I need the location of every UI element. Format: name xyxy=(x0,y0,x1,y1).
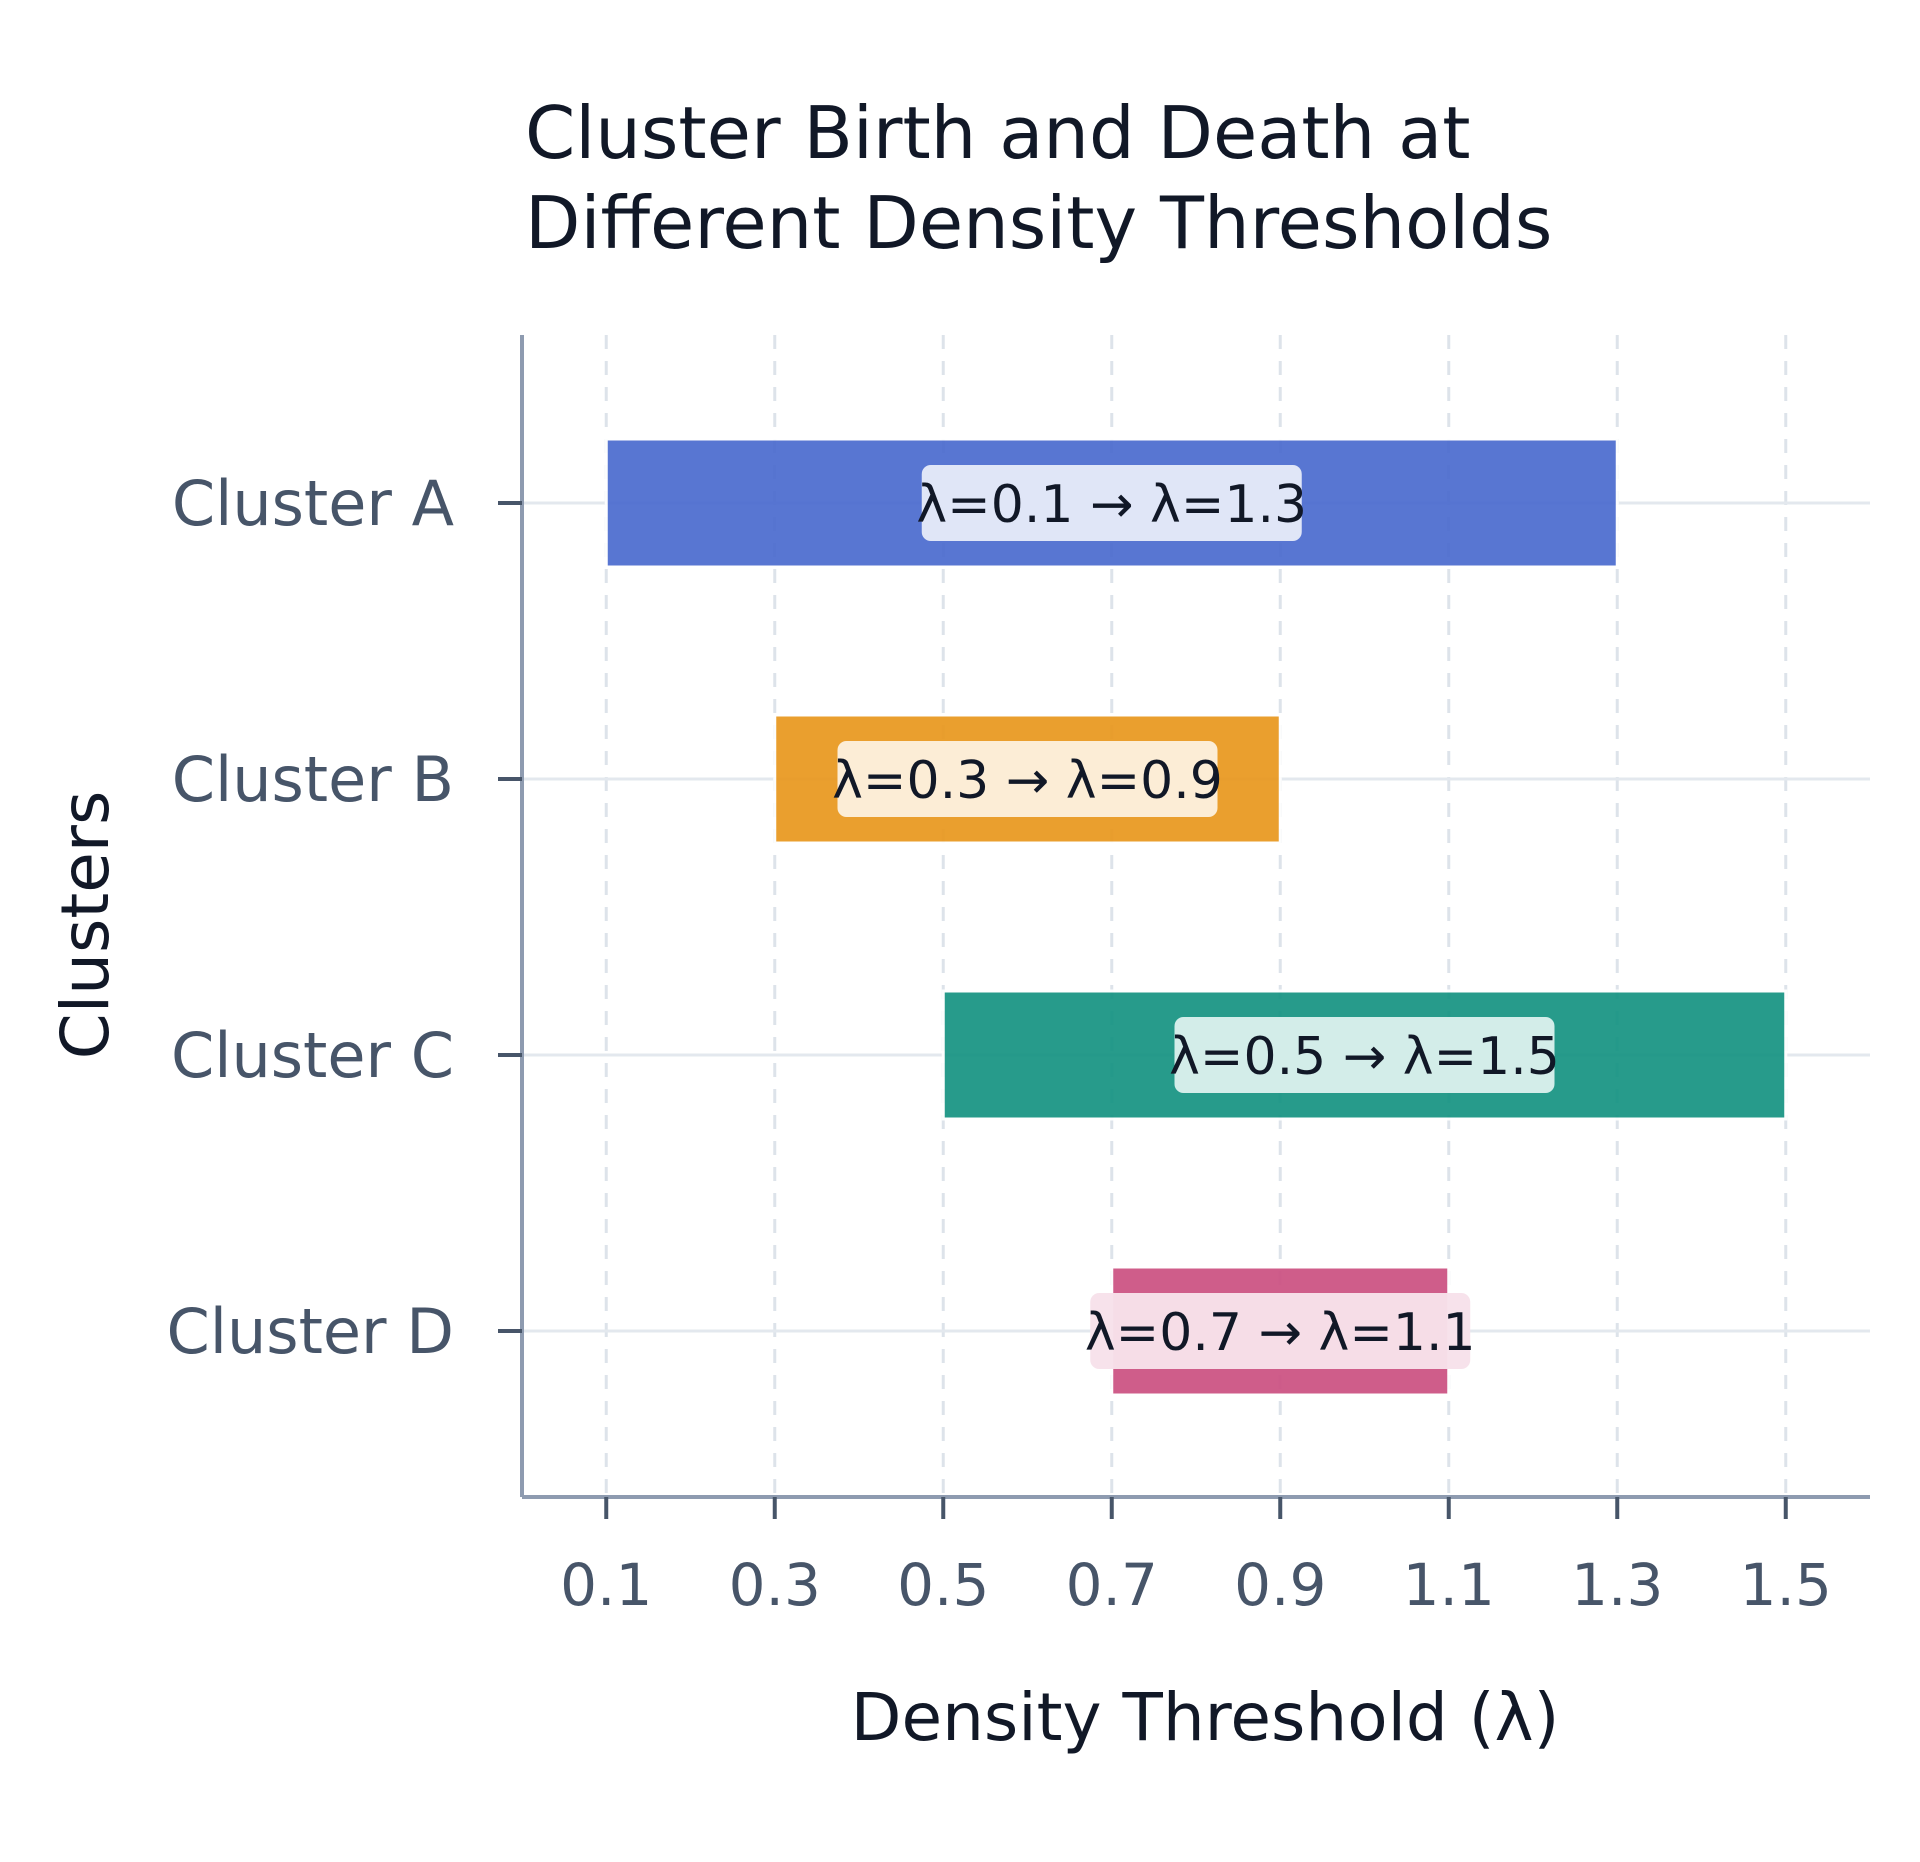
bars xyxy=(604,437,1788,1397)
bar-label-bg-2 xyxy=(1174,1017,1555,1093)
bar-label-0: λ=0.1 → λ=1.3 xyxy=(916,475,1307,535)
x-tick-label-0: 0.1 xyxy=(560,1551,652,1619)
bar-label-2: λ=0.5 → λ=1.5 xyxy=(1169,1027,1560,1087)
axes: 0.1 0.3 0.5 0.7 0.9 1.1 1.3 1.5 Cluster A Cluster… xyxy=(166,335,1870,1619)
x-tick-label-5: 1.1 xyxy=(1403,1551,1495,1619)
x-tick-label-7: 1.5 xyxy=(1740,1551,1832,1619)
bar-label-3: λ=0.7 → λ=1.1 xyxy=(1085,1303,1476,1363)
x-tick-label-4: 0.9 xyxy=(1234,1551,1326,1619)
y-axis-label: Clusters xyxy=(47,791,124,1060)
x-tick-label-1: 0.3 xyxy=(729,1551,821,1619)
bar-label-bg-0 xyxy=(921,465,1302,541)
bar-label-1: λ=0.3 → λ=0.9 xyxy=(832,751,1223,811)
y-tick-label-0: Cluster A xyxy=(172,467,454,540)
y-tick-label-1: Cluster B xyxy=(172,743,454,816)
bar-labels: λ=0.1 → λ=1.3 λ=0.3 → λ=0.9 λ=0.5 → λ=1.5 λ… xyxy=(832,465,1560,1369)
chart-title-line-2: Different Density Thresholds xyxy=(525,181,1552,265)
x-axis-label: Density Threshold (λ) xyxy=(851,1679,1560,1756)
bar-label-bg-3 xyxy=(1090,1293,1471,1369)
chart-title-line-1: Cluster Birth and Death at xyxy=(525,91,1471,175)
y-tick-label-2: Cluster C xyxy=(171,1019,454,1092)
x-tick-label-3: 0.7 xyxy=(1066,1551,1158,1619)
bar-label-bg-1 xyxy=(837,741,1218,817)
x-tick-label-2: 0.5 xyxy=(897,1551,989,1619)
y-tick-label-3: Cluster D xyxy=(166,1295,454,1368)
x-tick-label-6: 1.3 xyxy=(1571,1551,1663,1619)
